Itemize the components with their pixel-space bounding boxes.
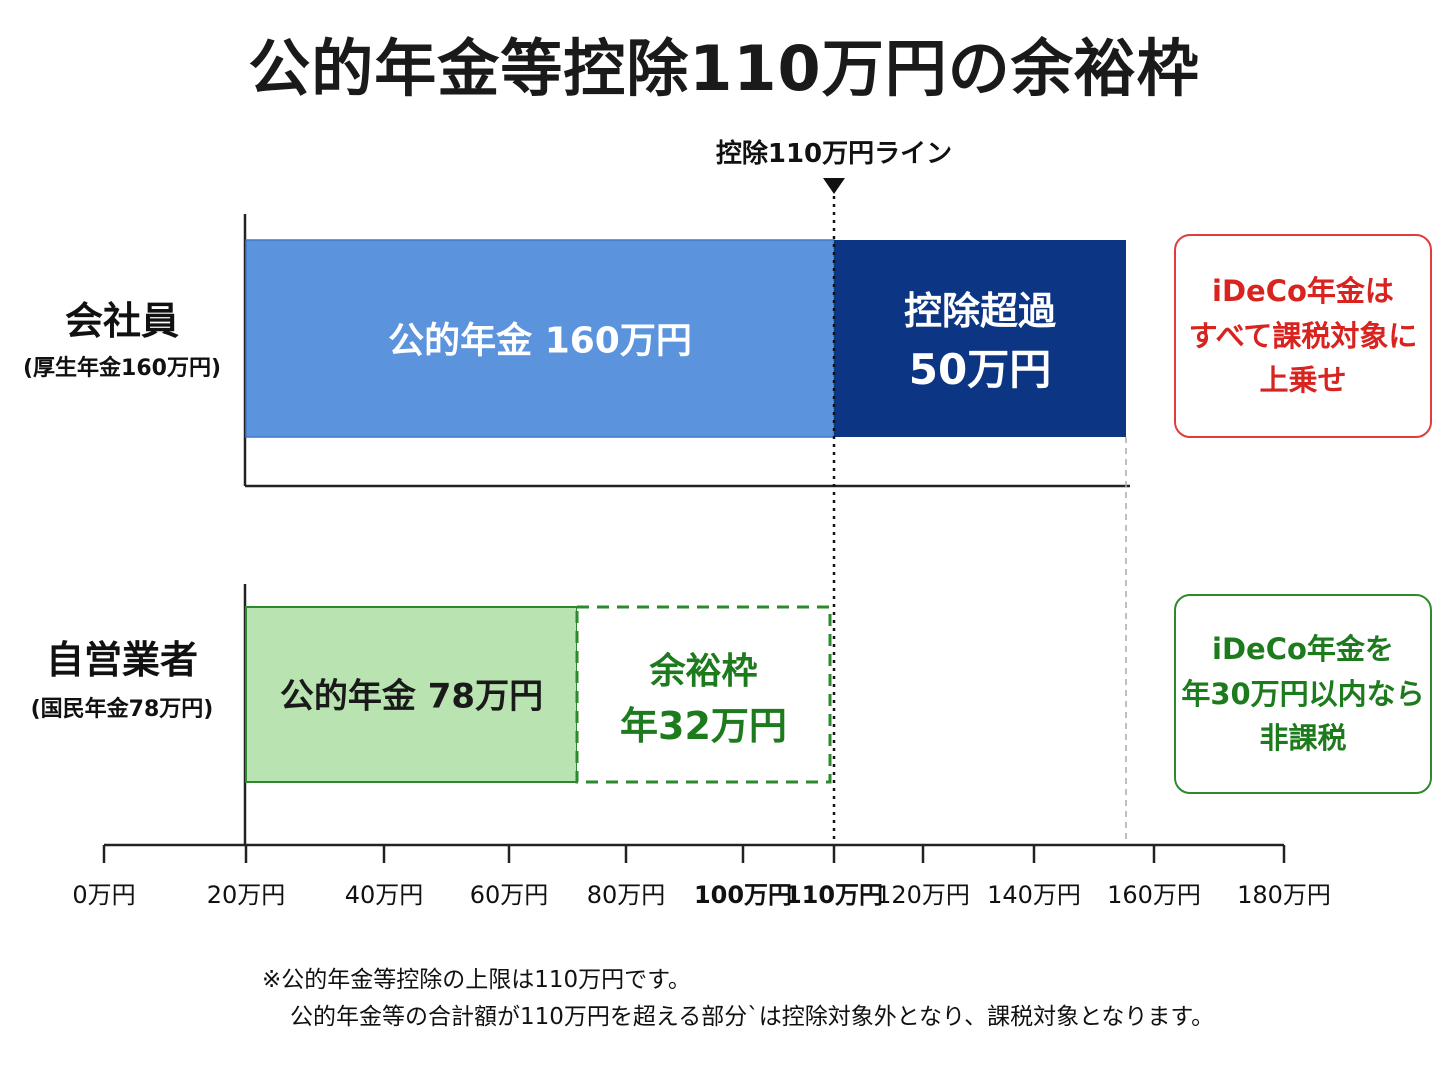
- callout-employee-line-1: iDeCo年金は: [1212, 273, 1394, 308]
- x-tick-label-120: 120万円: [876, 881, 970, 909]
- bar-label-employee-excess-1: 控除超過: [904, 289, 1057, 333]
- callout-self-employed: iDeCo年金を 年30万円以内なら 非課税: [1174, 594, 1432, 794]
- x-tick-label-140: 140万円: [987, 881, 1081, 909]
- x-tick-label-20: 20万円: [207, 881, 286, 909]
- callout-self-employed-line-2: 年30万円以内なら: [1181, 676, 1425, 711]
- x-tick-label-80: 80万円: [587, 881, 666, 909]
- x-tick-label-0: 0万円: [72, 881, 135, 909]
- callout-employee: iDeCo年金は すべて課税対象に 上乗せ: [1174, 234, 1432, 438]
- callout-employee-line-2: すべて課税対象に: [1188, 318, 1418, 353]
- callout-employee-line-3: 上乗せ: [1259, 363, 1347, 398]
- row-label-2: 自営業者: [46, 638, 198, 682]
- bar-label-self-employed-slack-2: 年32万円: [620, 704, 787, 748]
- bar-label-employee-pension: 公的年金 160万円: [388, 320, 692, 362]
- footnote: ※公的年金等控除の上限は110万円です。 公的年金等の合計額が110万円を超える…: [262, 962, 1214, 1036]
- x-tick-label-40: 40万円: [345, 881, 424, 909]
- row-sublabel-2: (国民年金78万円): [31, 696, 214, 722]
- x-tick-label-110: 110万円: [785, 881, 883, 909]
- bar-label-self-employed-slack-1: 余裕枠: [648, 650, 757, 692]
- callout-self-employed-line-1: iDeCo年金を: [1212, 631, 1394, 666]
- row-label-1: 会社員: [65, 299, 179, 343]
- bar-label-employee-excess-2: 50万円: [909, 345, 1051, 394]
- x-tick-label-180: 180万円: [1237, 881, 1331, 909]
- x-tick-label-60: 60万円: [470, 881, 549, 909]
- page-title: 公的年金等控除110万円の余裕枠: [248, 32, 1200, 105]
- callout-self-employed-line-3: 非課税: [1259, 721, 1347, 756]
- bar-self-employed-slack: [575, 605, 832, 784]
- reference-marker: [823, 178, 845, 194]
- x-tick-label-160: 160万円: [1107, 881, 1201, 909]
- footnote-line-1: ※公的年金等控除の上限は110万円です。: [262, 967, 691, 993]
- bar-label-self-employed-pension: 公的年金 78万円: [280, 677, 543, 717]
- footnote-line-2: 公的年金等の合計額が110万円を超える部分`は控除対象外となり、課税対象となりま…: [290, 1003, 1215, 1030]
- bar-employee-pension: [245, 239, 835, 438]
- bar-self-employed-pension: [245, 606, 578, 783]
- reference-line-label: 控除110万円ライン: [716, 138, 952, 169]
- x-tick-label-100: 100万円: [694, 881, 792, 909]
- row-sublabel-1: (厚生年金160万円): [23, 355, 221, 381]
- bar-employee-excess: [834, 240, 1126, 437]
